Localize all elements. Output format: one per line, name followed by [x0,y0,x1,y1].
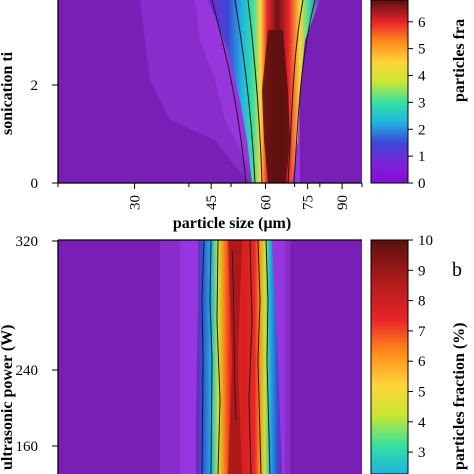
heatmap-b-contour-3 [216,240,221,474]
heatmap-b-peak-core [228,240,242,474]
colorbar-a-tick-label-3: 3 [418,95,426,111]
heatmap-b-contour-7 [231,249,237,421]
colorbar-b-bar [370,239,409,474]
colorbar-a-title: particles fra [451,19,468,102]
heatmap-b-y-tick-label-160: 160 [16,439,39,455]
colorbar-b-tick-label-7: 7 [418,324,426,340]
heatmap-a-contour-5 [287,0,304,183]
heatmap-b-contour-6 [265,240,271,474]
heatmap-a-x-axis-title: particle size (μm) [173,215,291,232]
colorbar-a-tick-label-0: 0 [418,176,426,192]
colorbar-b: 3 4 5 6 7 8 9 10 particles fraction (%) b [370,233,468,474]
heatmap-a-x-tick-label-60: 60 [259,195,275,210]
heatmap-b-y-tick-label-240: 240 [16,363,39,379]
heatmap-a-contour-2 [234,0,256,183]
colorbar-b-tick-label-6: 6 [418,354,426,370]
colorbar-a-tick-label-4: 4 [418,69,426,85]
heatmap-a: 0 2 30 45 60 75 90 sonication ti particle si… [0,0,363,232]
heatmap-a-contour-3 [247,0,263,183]
colorbar-a-bar [370,0,409,184]
heatmap-b-contour-2 [209,240,213,474]
colorbar-a-tick-label-5: 5 [418,42,426,58]
heatmap-b-y-axis-title: ultrasonic power (W) [0,325,16,470]
heatmap-a-x-tick-label-30: 30 [128,195,144,210]
heatmap-a-field [140,0,320,183]
heatmap-b-contour-1 [201,240,205,474]
colorbar-b-ticks: 3 4 5 6 7 8 9 10 [408,233,433,461]
heatmap-a-contour-1 [211,0,247,183]
heatmap-a-x-tick-label-45: 45 [204,195,220,210]
colorbar-b-tick-label-9: 9 [418,263,426,279]
colorbar-b-tick-label-3: 3 [418,445,426,461]
colorbar-a-ticks: 0 1 2 3 4 5 6 [408,15,426,192]
heatmap-a-x-tick-label-75: 75 [301,195,317,210]
colorbar-a-tick-label-6: 6 [418,15,426,31]
colorbar-a: 0 1 2 3 4 5 6 particles fra [370,0,468,192]
heatmap-b-y-tick-label-320: 320 [16,234,39,250]
panel-label-b: b [452,259,462,281]
heatmap-a-y-tick-label-0: 0 [31,176,39,192]
heatmap-b: 320 240 160 ultrasonic power (W) [0,234,362,474]
heatmap-a-x-tick-label-90: 90 [335,195,351,210]
colorbar-b-title: particles fraction (%) [451,322,468,470]
colorbar-b-tick-label-8: 8 [418,294,426,310]
heatmap-a-y-axis-title: sonication ti [0,51,16,135]
colorbar-a-tick-label-1: 1 [418,149,426,165]
heatmap-b-field [160,240,290,474]
heatmap-a-x-ticks: 30 45 60 75 90 [57,183,363,210]
heatmap-b-contour-5 [257,240,262,474]
heatmap-b-contour-4 [248,240,253,474]
colorbar-b-tick-label-4: 4 [418,415,426,431]
colorbar-a-tick-label-2: 2 [418,122,426,138]
heatmap-a-y-tick-label-2: 2 [31,78,39,94]
heatmap-a-contour-4 [293,0,316,183]
heatmap-a-peak-core [262,30,290,183]
colorbar-b-tick-label-5: 5 [418,385,426,401]
colorbar-b-tick-label-10: 10 [418,233,433,249]
